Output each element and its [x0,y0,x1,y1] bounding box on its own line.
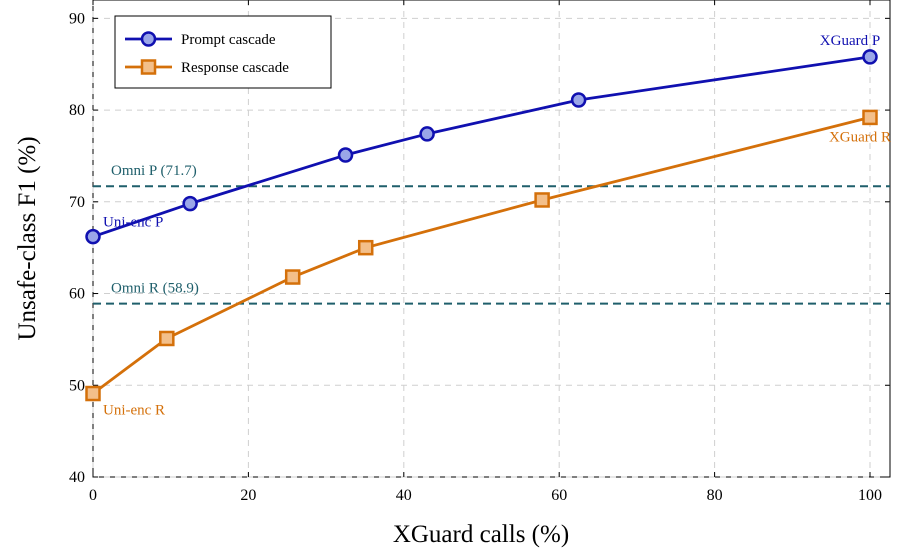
legend: Prompt cascade Response cascade [114,15,332,89]
x-tick-label: 40 [396,487,412,504]
legend-marker [140,59,157,75]
x-tick-label: 100 [858,487,882,504]
y-tick-label: 40 [69,469,85,486]
y-tick-label: 60 [69,286,85,303]
x-tick-label: 20 [240,487,256,504]
y-axis-label: Unsafe-class F1 (%) [14,136,41,340]
data-point-square [357,239,374,256]
series-layer [85,49,878,402]
point-annotation: XGuard P [820,33,880,49]
x-axis-label: XGuard calls (%) [393,521,569,548]
annotations: Uni-enc P Uni-enc R XGuard P XGuard R [103,33,891,419]
legend-label: Prompt cascade [181,32,276,48]
y-tick-label: 50 [69,377,85,394]
data-point-circle [862,49,878,65]
series-line-2 [92,116,871,395]
reference-line-label: Omni R (58.9) [111,281,199,297]
y-tick-label: 70 [69,194,85,211]
x-tick-label: 60 [551,487,567,504]
data-point-square [862,109,878,126]
data-point-circle [570,92,587,108]
y-tick-label: 90 [69,10,85,27]
point-annotation: Uni-enc P [103,215,163,231]
data-point-circle [85,228,101,245]
reference-lines: Omni P (71.7) Omni R (58.9) [93,163,890,305]
data-point-circle [182,195,198,212]
y-tick-label: 80 [69,102,85,119]
x-tick-label: 80 [707,487,723,504]
data-point-circle [419,126,435,142]
legend-marker [140,31,157,47]
reference-line-label: Omni P (71.7) [111,163,197,179]
data-point-square [284,269,301,285]
legend-box [114,15,332,89]
point-annotation: Uni-enc R [103,403,165,419]
data-point-square [534,192,550,208]
point-annotation: XGuard R [829,129,891,145]
data-point-circle [337,147,354,163]
series-line-1 [92,55,871,238]
data-point-square [159,330,175,347]
data-point-square [85,385,101,402]
axes: 0 20 40 60 80 100 40 50 60 70 80 90 [69,0,890,504]
x-tick-label: 0 [89,487,97,504]
legend-label: Response cascade [181,60,289,76]
